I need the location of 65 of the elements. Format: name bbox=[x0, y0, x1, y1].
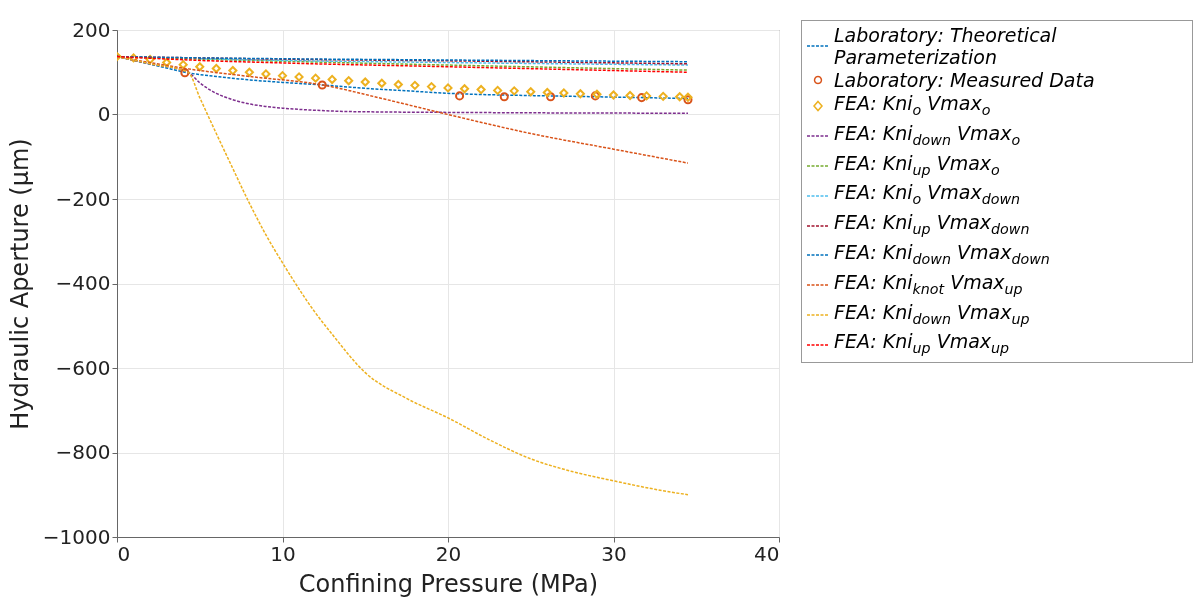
legend-label: FEA: Kni$_{knot}$ Vmax$_{up}$ bbox=[834, 270, 1023, 299]
point bbox=[426, 82, 436, 92]
y-tick-label: −1000 bbox=[42, 524, 111, 549]
point bbox=[575, 89, 585, 99]
legend-label: FEA: Kni$_{o}$ Vmax$_{o}$ bbox=[834, 92, 991, 120]
point bbox=[180, 68, 190, 78]
point bbox=[294, 72, 304, 82]
point bbox=[145, 55, 155, 65]
legend-label: FEA: Kni$_{up}$ Vmax$_{o}$ bbox=[834, 151, 1000, 180]
point bbox=[178, 60, 188, 70]
x-tick-label: 30 bbox=[601, 541, 627, 566]
point bbox=[658, 91, 668, 101]
point bbox=[261, 69, 271, 79]
y-tick-label: −400 bbox=[55, 271, 111, 295]
x-axis-title: Confining Pressure (MPa) bbox=[298, 569, 599, 598]
point bbox=[642, 91, 652, 101]
point bbox=[509, 86, 519, 96]
point bbox=[360, 77, 370, 87]
y-tick-label: −200 bbox=[55, 186, 111, 211]
point bbox=[317, 80, 327, 90]
legend-label: FEA: Kni$_{down}$ Vmax$_{up}$ bbox=[834, 300, 1030, 329]
point bbox=[327, 74, 337, 84]
point bbox=[637, 93, 647, 103]
point bbox=[377, 78, 387, 88]
point bbox=[526, 87, 536, 97]
point bbox=[393, 79, 403, 90]
x-tick-label: 40 bbox=[754, 541, 780, 566]
legend-label: FEA: Kni$_{down}$ Vmax$_{o}$ bbox=[834, 121, 1021, 150]
point bbox=[228, 66, 238, 76]
point bbox=[546, 92, 556, 102]
point bbox=[410, 80, 420, 90]
x-tick-label: 20 bbox=[435, 541, 462, 566]
point bbox=[499, 92, 509, 102]
point bbox=[455, 91, 465, 101]
legend-label: FEA: Kni$_{up}$ Vmax$_{up}$ bbox=[834, 330, 1010, 359]
point bbox=[162, 58, 172, 68]
point bbox=[129, 53, 139, 63]
point bbox=[443, 83, 453, 93]
point bbox=[542, 87, 552, 98]
point bbox=[608, 90, 619, 100]
point bbox=[277, 71, 288, 81]
legend-label: Laboratory: Measured Data bbox=[834, 69, 1095, 91]
y-tick-label: 200 bbox=[72, 17, 111, 42]
point bbox=[460, 84, 470, 94]
point bbox=[493, 85, 503, 95]
point bbox=[311, 73, 321, 83]
x-tick-label: 0 bbox=[117, 541, 131, 566]
y-axis-title: Hydraulic Aperture (μm) bbox=[5, 138, 34, 430]
point bbox=[244, 67, 254, 77]
point bbox=[625, 90, 635, 101]
point bbox=[195, 62, 205, 72]
point bbox=[675, 92, 685, 102]
point bbox=[344, 76, 354, 86]
legend-label: FEA: Kni$_{down}$ Vmax$_{down}$ bbox=[834, 240, 1050, 269]
legend-label: FEA: Kni$_{up}$ Vmax$_{down}$ bbox=[834, 211, 1030, 239]
line-series bbox=[199, 57, 689, 66]
point bbox=[211, 63, 221, 73]
point bbox=[559, 88, 569, 98]
legend-label: FEA: Kni$_{o}$ Vmax$_{down}$ bbox=[834, 181, 1021, 210]
y-tick-label: −600 bbox=[55, 355, 111, 380]
y-tick-label: 0 bbox=[97, 102, 111, 126]
legend-label: Laboratory: Theoretical Parameterization bbox=[834, 24, 1058, 68]
x-tick-label: 10 bbox=[270, 541, 296, 566]
y-tick-label: −800 bbox=[55, 440, 111, 464]
point bbox=[476, 85, 486, 95]
